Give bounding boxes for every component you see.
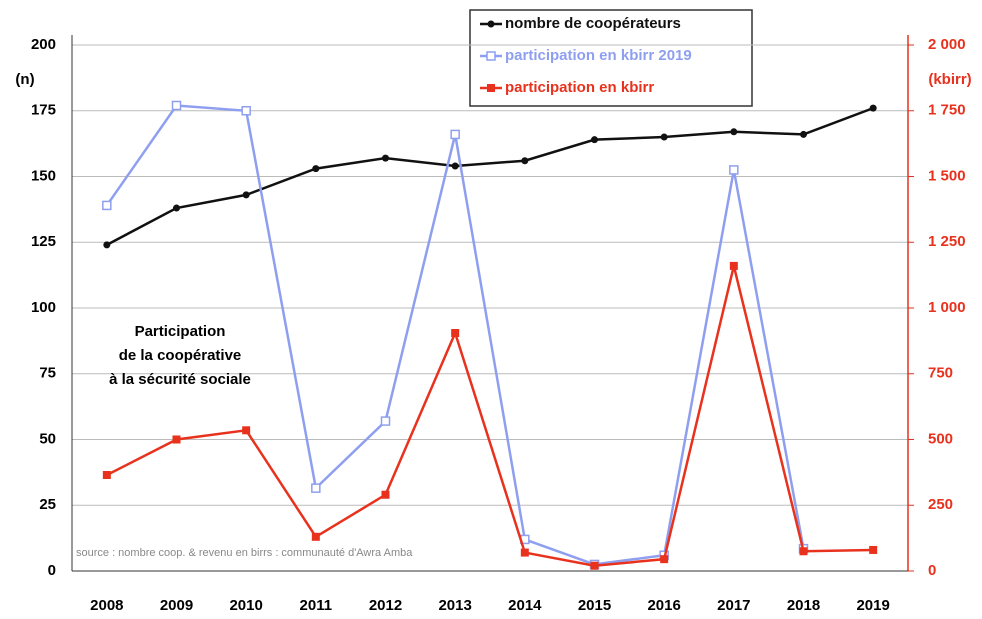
point — [486, 51, 496, 61]
point — [799, 547, 808, 556]
series-line — [106, 106, 874, 246]
point — [312, 165, 320, 173]
point — [729, 165, 739, 175]
y2-tick-label: 1 500 — [928, 167, 966, 184]
y-tick-label: 200 — [31, 36, 56, 53]
point — [730, 128, 738, 136]
point — [521, 157, 529, 165]
point — [487, 84, 495, 92]
annotation: Participation — [135, 323, 226, 340]
point — [242, 191, 250, 199]
y2-tick-label: 0 — [928, 562, 936, 579]
y-tick-label: 150 — [31, 167, 56, 184]
point — [660, 133, 668, 141]
point — [102, 200, 112, 211]
point — [173, 204, 180, 212]
point — [660, 555, 669, 564]
y2-tick-label: 250 — [928, 496, 953, 513]
y2-tick-label: 2 000 — [928, 36, 966, 53]
annotation: à la sécurité sociale — [109, 371, 251, 388]
point — [869, 104, 877, 112]
y2-tick-label: 750 — [928, 365, 953, 382]
point — [172, 435, 181, 444]
y-tick-label: 75 — [39, 365, 56, 382]
y2-tick-label: 1 750 — [928, 102, 966, 119]
point — [450, 129, 460, 140]
legend-label: nombre de coopérateurs — [505, 15, 681, 32]
x-tick-label: 2019 — [856, 597, 889, 614]
point — [520, 548, 529, 557]
x-tick-label: 2018 — [787, 597, 820, 614]
point — [382, 154, 389, 162]
point — [591, 136, 598, 144]
x-tick-label: 2012 — [369, 597, 402, 614]
point — [241, 106, 251, 116]
legend-box — [469, 9, 753, 107]
point — [381, 490, 390, 499]
point — [311, 483, 321, 493]
x-tick-label: 2016 — [647, 597, 680, 614]
x-tick-label: 2013 — [438, 597, 471, 614]
x-tick-label: 2015 — [578, 597, 611, 614]
x-tick-label: 2011 — [300, 597, 333, 614]
y2-tick-label: 1 000 — [928, 299, 966, 316]
x-tick-label: 2009 — [160, 597, 193, 614]
y-tick-label: 125 — [31, 233, 56, 250]
y2-tick-label: 500 — [928, 430, 953, 447]
point — [800, 130, 807, 138]
y-tick-label: 100 — [31, 299, 56, 316]
point — [102, 471, 111, 480]
annotation: de la coopérative — [119, 347, 242, 364]
y-tick-label: 50 — [39, 430, 56, 447]
x-tick-label: 2008 — [90, 597, 123, 614]
point — [487, 20, 495, 28]
point — [171, 100, 182, 111]
series-line — [106, 265, 874, 568]
x-tick-label: 2014 — [508, 597, 542, 614]
y-tick-label: 175 — [31, 102, 56, 119]
point — [590, 561, 599, 570]
point — [242, 426, 251, 435]
point — [869, 545, 878, 554]
point — [451, 162, 459, 170]
point — [380, 416, 391, 426]
point — [311, 532, 320, 541]
x-tick-label: 2010 — [229, 597, 262, 614]
y-tick-label: 25 — [39, 496, 56, 513]
point — [729, 261, 738, 270]
point — [103, 241, 111, 249]
y2-axis-label: (kbirr) — [928, 71, 971, 88]
legend-label: participation en kbirr 2019 — [505, 47, 692, 64]
y-axis-label: (n) — [15, 71, 34, 88]
y-tick-label: 0 — [48, 562, 56, 579]
point — [451, 328, 460, 337]
x-tick-label: 2017 — [717, 597, 750, 614]
y2-tick-label: 1 250 — [928, 233, 966, 250]
legend-label: participation en kbirr — [505, 79, 654, 96]
source-note: source : nombre coop. & revenu en birrs … — [76, 547, 413, 559]
